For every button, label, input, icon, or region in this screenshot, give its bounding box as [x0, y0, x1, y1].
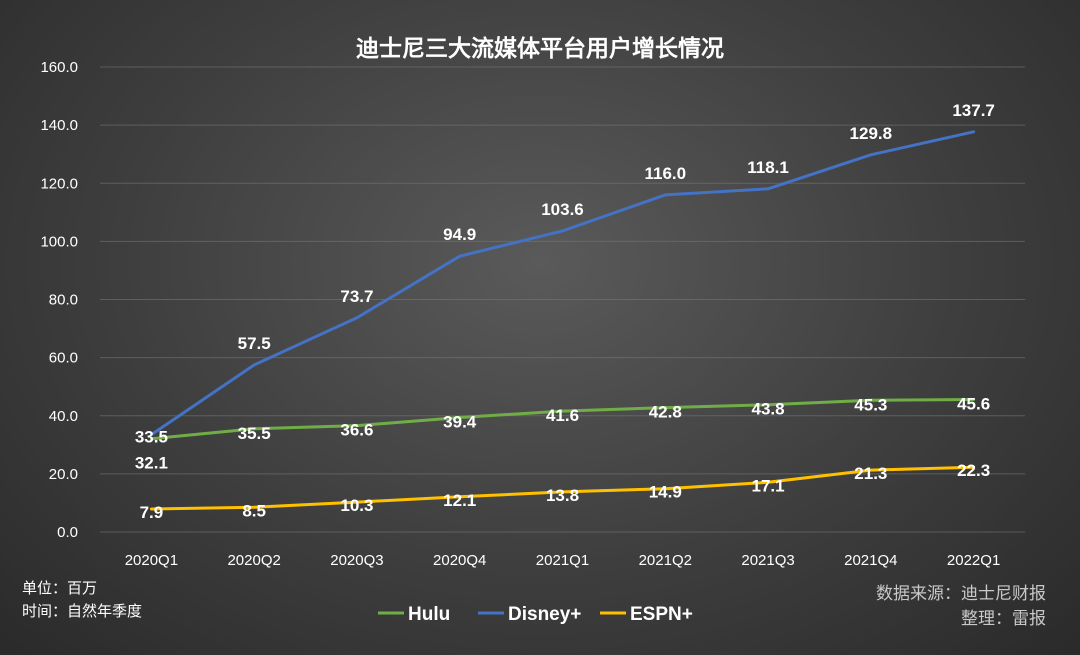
legend: Hulu Disney+ ESPN+	[378, 604, 693, 625]
data-label: 41.6	[546, 406, 579, 425]
data-label: 116.0	[644, 164, 686, 183]
x-tick-label: 2021Q3	[741, 552, 794, 569]
x-tick-label: 2020Q2	[227, 552, 280, 569]
data-label: 8.5	[242, 501, 266, 520]
x-axis: 2020Q1 2020Q2 2020Q3 2020Q4 2021Q1 2021Q2 2021…	[125, 552, 1001, 569]
data-label: 17.1	[752, 476, 785, 495]
chart-title: 迪士尼三大流媒体平台用户增长情况	[356, 35, 724, 62]
x-tick-label: 2021Q4	[844, 552, 897, 569]
x-tick-label: 2021Q2	[639, 552, 692, 569]
data-label: 42.8	[649, 403, 682, 422]
x-tick-label: 2021Q1	[536, 552, 589, 569]
time-note: 时间：自然年季度	[22, 602, 143, 620]
legend-label: ESPN+	[630, 604, 693, 625]
data-label: 14.9	[649, 483, 682, 502]
data-label: 73.7	[340, 287, 373, 306]
x-tick-label: 2020Q1	[125, 552, 178, 569]
data-label: 129.8	[850, 124, 893, 143]
y-tick-label: 80.0	[49, 292, 78, 309]
data-label: 33.5	[135, 428, 168, 447]
data-label: 22.3	[957, 461, 990, 480]
y-tick-label: 160.0	[40, 59, 78, 76]
data-label: 13.8	[546, 486, 579, 505]
x-tick-label: 2020Q4	[433, 552, 486, 569]
source-note: 数据来源：迪士尼财报	[876, 584, 1046, 604]
y-tick-label: 0.0	[57, 524, 78, 541]
y-tick-label: 140.0	[40, 117, 78, 134]
y-tick-label: 20.0	[49, 466, 78, 483]
editor-note: 整理：雷报	[961, 609, 1046, 629]
data-label: 94.9	[443, 225, 476, 244]
data-label: 103.6	[541, 200, 584, 219]
unit-note: 单位：百万	[22, 579, 98, 597]
data-label: 7.9	[140, 503, 164, 522]
data-label: 45.6	[957, 394, 990, 413]
gridlines	[100, 66, 1025, 533]
data-label: 21.3	[854, 464, 887, 483]
legend-label: Hulu	[408, 604, 450, 625]
series-lines	[149, 130, 976, 511]
data-label: 137.7	[952, 101, 995, 120]
data-label: 57.5	[238, 334, 271, 353]
data-label: 43.8	[752, 400, 785, 419]
data-label: 35.5	[238, 424, 271, 443]
series-line-espn-plus	[149, 465, 976, 511]
series-line-disney-plus	[149, 130, 976, 437]
legend-label: Disney+	[508, 604, 581, 625]
data-labels: 32.1 35.5 36.6 39.4 41.6 42.8 43.8 45.3 45.6 33.5…	[135, 101, 995, 522]
data-label: 36.6	[340, 421, 373, 440]
data-label: 10.3	[340, 496, 373, 515]
y-tick-label: 60.0	[49, 350, 78, 367]
series-line-hulu	[149, 398, 976, 441]
y-axis: 0.0 20.0 40.0 60.0 80.0 100.0 120.0 140.0 160.0	[40, 59, 78, 541]
data-label: 12.1	[443, 491, 476, 510]
x-tick-label: 2022Q1	[947, 552, 1000, 569]
y-tick-label: 100.0	[40, 233, 78, 250]
y-tick-label: 120.0	[40, 175, 78, 192]
data-label: 118.1	[747, 158, 789, 177]
data-label: 32.1	[135, 454, 168, 473]
x-tick-label: 2020Q3	[330, 552, 383, 569]
data-label: 45.3	[854, 395, 887, 414]
y-tick-label: 40.0	[49, 408, 78, 425]
data-label: 39.4	[443, 412, 477, 431]
